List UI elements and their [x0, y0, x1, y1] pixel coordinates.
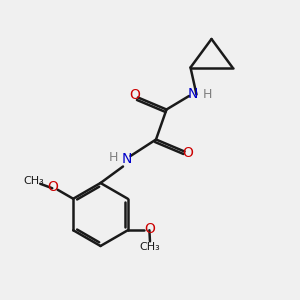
Text: N: N — [188, 88, 198, 101]
Text: O: O — [145, 222, 155, 236]
Text: CH₃: CH₃ — [24, 176, 45, 186]
Text: N: N — [122, 152, 132, 166]
Text: O: O — [182, 146, 193, 160]
Text: H: H — [108, 151, 118, 164]
Text: CH₃: CH₃ — [140, 242, 160, 252]
Text: O: O — [130, 88, 140, 102]
Text: H: H — [203, 88, 213, 101]
Text: O: O — [47, 180, 58, 194]
